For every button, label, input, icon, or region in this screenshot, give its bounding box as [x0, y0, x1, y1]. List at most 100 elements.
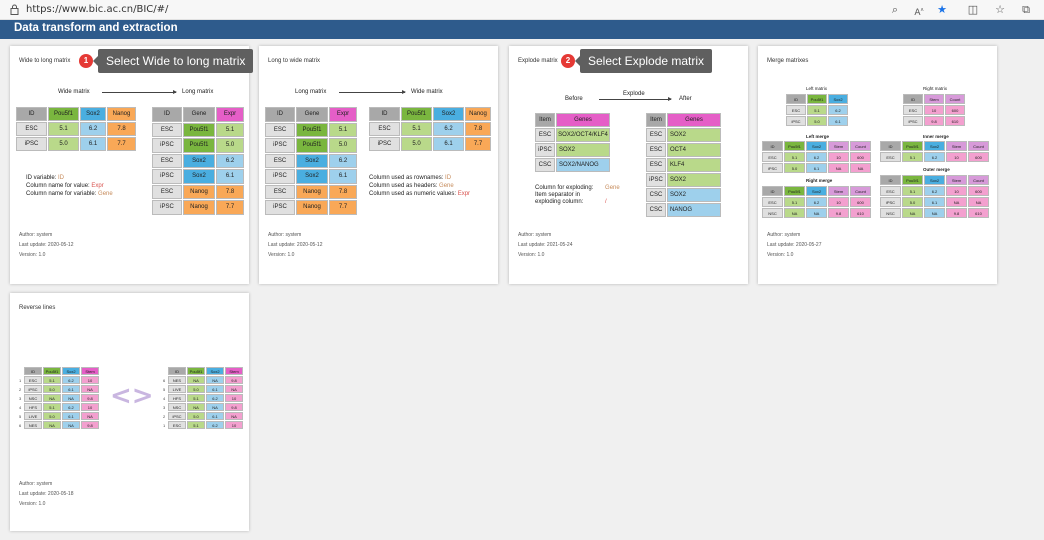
table-cell: 5.1 — [401, 122, 432, 136]
table-cell: 5.1 — [902, 186, 923, 196]
table-cell: iPSC — [152, 169, 182, 184]
table-cell: NA — [187, 403, 205, 411]
split-screen-icon[interactable]: ◫ — [967, 3, 979, 16]
header-cell: Sox2 — [433, 107, 464, 121]
table-cell: NSC — [880, 208, 901, 218]
desc-label: Column name for value: — [26, 183, 92, 189]
table-cell: 5.0 — [784, 163, 805, 173]
search-icon[interactable]: ⌕ — [891, 3, 899, 16]
header-cell: Pou5f1 — [902, 175, 923, 185]
table-cell: ESC — [16, 122, 47, 136]
table-cell: 6.2 — [62, 403, 80, 411]
version-text: Version: 1.0 — [518, 252, 545, 258]
variable-column-text: Column name for variable: Gene — [26, 191, 113, 198]
table-cell: 6.1 — [206, 412, 224, 420]
table-cell: Nanog — [296, 184, 328, 199]
card-meta: Author: system Last update: 2021-05-24 V… — [518, 230, 573, 260]
right-merge-label: Right merge — [806, 178, 833, 183]
table-cell: 9.8 — [225, 403, 243, 411]
table-cell: SOX2/OCT4/KLF4 — [556, 128, 610, 142]
collections-icon[interactable]: ⧉ — [1022, 3, 1030, 16]
header-cell: ID — [880, 175, 901, 185]
table-cell: 6.1 — [80, 137, 106, 151]
header-cell: ID — [16, 107, 47, 121]
separator-text: Item separator in — [535, 192, 581, 198]
table-cell: NA — [225, 412, 243, 420]
table-cell: CSC — [646, 203, 666, 217]
card-explode-matrix[interactable]: Explode matrix Before Explode After Item… — [509, 46, 748, 284]
desc-label: Column used as numeric values: — [369, 191, 458, 197]
card-meta: Author: system Last update: 2020-05-27 V… — [767, 230, 822, 260]
table-cell: Sox2 — [183, 169, 215, 184]
table-cell: KLF4 — [667, 158, 721, 172]
row-number: 3 — [163, 405, 166, 410]
card-merge-matrixes[interactable]: Merge matrixes Left matrix ID Pou5f1 Sox… — [758, 46, 997, 284]
card-long-to-wide[interactable]: Long to wide matrix Long matrix Wide mat… — [259, 46, 498, 284]
table-cell: 600 — [850, 197, 871, 207]
wide-matrix-table: ID Pou5f1 Sox2 Nanog ESC 5.1 6.2 7.8 iPS… — [369, 107, 491, 151]
header-cell: Sox2 — [80, 107, 106, 121]
table-cell: iPSC — [535, 143, 555, 157]
table-cell: Pou5f1 — [183, 122, 215, 137]
read-aloud-icon[interactable]: Aʌ — [914, 7, 924, 18]
table-cell: 7.8 — [107, 122, 136, 136]
wide-matrix-label: Wide matrix — [411, 89, 443, 95]
table-cell: 7.7 — [465, 137, 491, 151]
row-number: 5 — [19, 414, 22, 419]
table-cell: iPSC — [903, 116, 923, 126]
table-cell: Pou5f1 — [183, 138, 215, 153]
table-cell: Sox2 — [296, 153, 328, 168]
header-cell: Sox2 — [62, 367, 80, 375]
table-cell: SOX2/NANOG — [556, 158, 610, 172]
table-cell: 10 — [81, 403, 99, 411]
header-cell: Stem — [225, 367, 243, 375]
table-cell: NSC — [168, 403, 186, 411]
table-cell: 5.0 — [43, 412, 61, 420]
row-number: 6 — [163, 378, 166, 383]
table-cell: 10 — [946, 152, 967, 162]
card-reverse-lines[interactable]: Reverse lines 1 2 3 4 5 6 ID Pou5f1 Sox2… — [10, 293, 249, 531]
desc-value: ID — [58, 175, 65, 181]
header-cell: Count — [850, 186, 871, 196]
table-cell: HFS — [168, 394, 186, 402]
table-cell: ESC — [903, 105, 923, 115]
header-cell: Count — [968, 175, 989, 185]
left-matrix-label: Left matrix — [806, 86, 828, 91]
header-cell: Count — [850, 141, 871, 151]
table-cell: Pou5f1 — [296, 122, 328, 137]
header-cell: Stem — [828, 186, 849, 196]
table-cell: ESC — [152, 153, 182, 168]
table-cell: iPSC — [786, 116, 806, 126]
table-cell: 6.2 — [828, 105, 848, 115]
table-cell: 5.1 — [329, 122, 357, 137]
table-cell: 6.2 — [62, 376, 80, 384]
table-cell: 6.2 — [80, 122, 106, 136]
header-cell: Stem — [81, 367, 99, 375]
favorites-icon[interactable]: ☆ — [995, 3, 1005, 16]
table-cell: 5.0 — [187, 385, 205, 393]
updated-text: Last update: 2021-05-24 — [518, 242, 573, 248]
address-bar[interactable]: https://www.bic.ac.cn/BIC/#/ — [26, 4, 169, 15]
header-cell: Pou5f1 — [784, 186, 805, 196]
long-matrix-label: Long matrix — [182, 89, 214, 95]
table-cell: 6.1 — [216, 169, 244, 184]
table-cell: Nanog — [296, 200, 328, 215]
row-number: 3 — [19, 396, 22, 401]
header-cell: Nanog — [107, 107, 136, 121]
table-cell: OCT4 — [667, 143, 721, 157]
header-cell: Count — [968, 141, 989, 151]
favorite-star-icon[interactable]: ★ — [937, 3, 947, 16]
long-matrix-label: Long matrix — [295, 89, 327, 95]
row-number: 4 — [19, 405, 22, 410]
card-wide-to-long[interactable]: Wide to long matrix Wide matrix Long mat… — [10, 46, 249, 284]
header-cell: ID — [265, 107, 295, 122]
left-merge-label: Left merge — [806, 134, 830, 139]
table-cell: 10 — [81, 376, 99, 384]
table-cell: HFS — [24, 403, 42, 411]
header-cell: ID — [168, 367, 186, 375]
left-merge-table: ID Pou5f1 Sox2 Stem Count ESC 5.1 6.2 10… — [762, 141, 871, 173]
app-header: Data transform and extraction — [0, 20, 1044, 39]
table-cell: 6.2 — [924, 152, 945, 162]
table-cell: 5.1 — [902, 152, 923, 162]
table-cell: 600 — [968, 152, 989, 162]
